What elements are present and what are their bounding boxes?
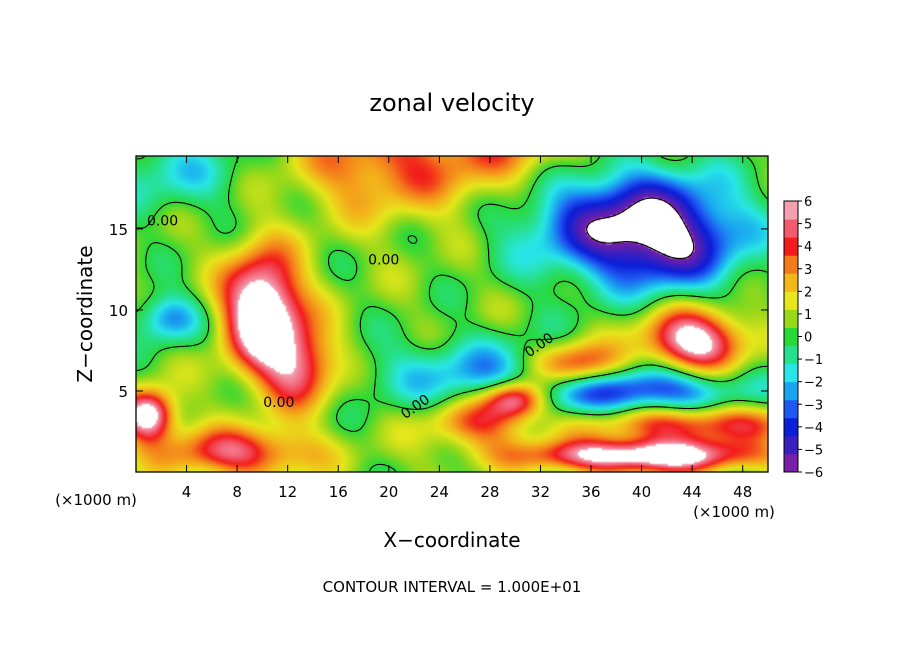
- colorbar-swatch: [784, 345, 798, 365]
- x-tick-label: 16: [329, 483, 348, 501]
- colorbar-swatch: [784, 363, 798, 383]
- colorbar-swatch: [784, 435, 798, 455]
- colorbar-swatch: [784, 291, 798, 310]
- colorbar-tick-label: 1: [804, 308, 812, 323]
- colorbar-swatch: [784, 309, 798, 328]
- x-tick-label: 28: [480, 483, 499, 501]
- colorbar-tick-label: 6: [804, 195, 812, 210]
- colorbar-tick-label: 0: [804, 331, 812, 346]
- colorbar-swatch: [784, 201, 798, 220]
- colorbar-tick-label: 4: [804, 240, 812, 255]
- colorbar-tick-label: −4: [804, 421, 823, 436]
- x-unit-note-left: (×1000 m): [55, 491, 137, 509]
- x-tick-label: 36: [581, 483, 600, 501]
- colorbar-swatch: [784, 399, 798, 419]
- x-axis-label: X−coordinate: [383, 528, 520, 552]
- x-tick-label: 48: [733, 483, 752, 501]
- x-axis: 4 8 12 16 20 24 28 32 36 40 44 48: [182, 156, 752, 501]
- negative-contour-lines: [586, 197, 695, 260]
- colorbar-tick-label: 3: [804, 263, 812, 278]
- colorbar-tick-label: 5: [804, 218, 812, 233]
- colorbar-swatch: [784, 237, 798, 256]
- x-tick-label: 24: [430, 483, 449, 501]
- x-tick-label: 12: [278, 483, 297, 501]
- colorbar-swatch: [784, 381, 798, 401]
- colorbar-tick-label: 2: [804, 285, 812, 300]
- y-tick-label: 5: [118, 383, 128, 401]
- colorbar-tick-label: −1: [804, 353, 823, 368]
- contour-label: 0.00: [263, 395, 294, 411]
- colorbar-swatch: [784, 219, 798, 238]
- contour-label: 0.00: [147, 214, 178, 230]
- zero-contour-lines: [136, 156, 768, 472]
- y-tick-label: 10: [109, 302, 128, 320]
- colorbar: 6 5 4 3 2 1 0 −1 −2 −3 −4 −5 −6: [783, 195, 823, 481]
- colorbar-tick-label: −6: [804, 466, 823, 481]
- colorbar-swatch: [784, 273, 798, 292]
- colorbar-swatch: [784, 327, 798, 347]
- y-tick-label: 15: [109, 221, 128, 239]
- x-tick-label: 4: [182, 483, 192, 501]
- x-tick-label: 32: [531, 483, 550, 501]
- y-axis: 5 10 15: [109, 221, 768, 401]
- heatmap-field: [136, 156, 768, 472]
- colorbar-swatch: [784, 417, 798, 437]
- x-tick-label: 20: [379, 483, 398, 501]
- x-unit-note-right: (×1000 m): [693, 503, 775, 521]
- colorbar-swatch: [784, 453, 798, 473]
- contour-interval-note: CONTOUR INTERVAL = 1.000E+01: [323, 578, 582, 596]
- chart-title: zonal velocity: [369, 89, 534, 117]
- colorbar-tick-label: −5: [804, 443, 823, 458]
- y-axis-label: Z−coordinate: [73, 245, 97, 382]
- x-tick-label: 8: [232, 483, 242, 501]
- x-tick-label: 44: [683, 483, 702, 501]
- contour-label: 0.00: [368, 253, 399, 269]
- x-tick-label: 40: [632, 483, 651, 501]
- plot-area: 0.000.000.00 0.000.00: [136, 156, 768, 472]
- plot-frame: [135, 155, 769, 473]
- colorbar-swatch: [784, 255, 798, 274]
- colorbar-tick-label: −3: [804, 398, 823, 413]
- colorbar-tick-label: −2: [804, 376, 823, 391]
